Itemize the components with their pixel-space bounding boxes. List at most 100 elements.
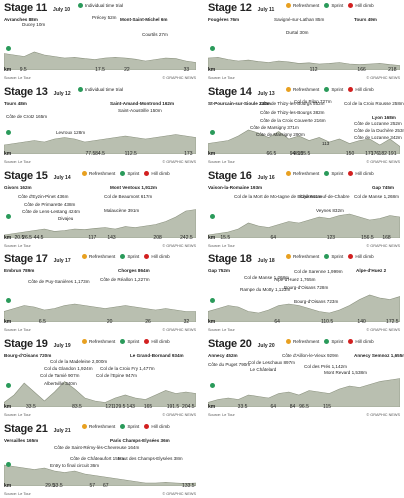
waypoint-label: Alpe-d'Huez 2 [356, 268, 387, 273]
km-tick-label: 33.5 [26, 404, 36, 410]
legend-label: Refreshment [89, 424, 116, 429]
km-axis: km 33.5 83.5 121 129.5 143 165 191.5 204.5 [4, 404, 196, 411]
refresh-icon [82, 339, 87, 344]
waypoint-label: Annecy Semnoz 1,655m [354, 353, 404, 358]
km-tick-label: 64 [270, 235, 277, 241]
km-tick-label: 33 [183, 67, 190, 73]
km-unit-label: km [4, 235, 12, 241]
km-tick-label: 168 [382, 235, 391, 241]
waypoint-label: Côte de Puy-Sanières 1,173m [28, 279, 90, 284]
refresh-icon [286, 254, 291, 259]
source-text: Source: Le Tour [208, 328, 235, 332]
stage-title: Stage 14 [208, 86, 252, 98]
waypoint-label: Côte de la Duchère 253m [354, 128, 404, 133]
km-tick-label: 133.5 [182, 483, 195, 489]
footer: Source: Le Tour © GRAPHIC NEWS [4, 413, 196, 419]
waypoint-label: Saint-Amand-Montrond 162m [110, 101, 175, 106]
km-unit-label: km [208, 319, 216, 325]
legend-item: Hill climb [348, 339, 374, 344]
waypoint-label: Mont Ventoux 1,912m [110, 185, 157, 190]
legend-label: Sprint [127, 339, 140, 344]
km-unit-label: km [208, 67, 216, 73]
legend-label: Refreshment [293, 171, 320, 176]
sprint-icon [324, 87, 330, 92]
km-unit-label: km [4, 151, 12, 157]
legend-item: Hill climb [144, 171, 170, 176]
stage-card: Stage 13 July 12 Individual time trial Tour… [0, 84, 200, 166]
waypoint-label: Alpe-d'Huez 1,765m [274, 277, 316, 282]
credit-text: © GRAPHIC NEWS [162, 160, 196, 164]
km-tick-label: 20.5 [14, 235, 25, 241]
waypoint-label: Col de Manse 1,268m [244, 275, 289, 280]
legend-label: Refreshment [293, 3, 320, 8]
waypoint-label: Côte de Thizy-les-Bourgs 552m [260, 101, 325, 106]
legend-label: Hill climb [355, 3, 374, 8]
legend-item: Sprint [120, 339, 139, 344]
waypoint-label: Côte de Primarette 438m [24, 202, 76, 207]
legend-label: Sprint [331, 87, 344, 92]
stage-date: July 11 [257, 7, 275, 13]
legend: Refreshment Sprint Hill climb [286, 339, 374, 344]
km-tick-label: 94 [289, 151, 296, 157]
credit-text: © GRAPHIC NEWS [162, 244, 196, 248]
refresh-icon [286, 171, 291, 176]
legend-item: Hill climb [348, 254, 374, 259]
stage-card: Stage 15 July 14 Refreshment Sprint Hill cli… [0, 168, 200, 250]
footer: Source: Le Tour © GRAPHIC NEWS [4, 244, 196, 250]
legend-label: Hill climb [355, 87, 374, 92]
elevation-profile [4, 134, 196, 154]
km-tick-label: 15.5 [220, 235, 231, 241]
profile-area [4, 209, 196, 238]
waypoint-label: Gap 745m [372, 185, 394, 190]
stage-card: Stage 20 July 20 Refreshment Sprint Hill cli… [204, 336, 404, 419]
elevation-profile [4, 464, 196, 486]
stage-date: July 17 [53, 258, 71, 264]
elevation-profile [4, 209, 196, 238]
waypoint-label: Col du Pilon 727m [294, 99, 332, 104]
legend-label: Refreshment [89, 171, 116, 176]
waypoint-label: Côte de Lozanne 252m [354, 121, 402, 126]
km-tick-label: 77.5 [85, 151, 96, 157]
waypoint-label: Tours 48m [4, 101, 27, 106]
stage-card: Stage 17 July 17 Refreshment Sprint Hill cli… [0, 251, 200, 334]
footer: Source: Le Tour © GRAPHIC NEWS [4, 160, 196, 166]
legend-item: Individual time trial [78, 87, 123, 92]
climb-icon [144, 254, 150, 259]
climb-icon [348, 87, 354, 92]
km-tick-label: 242.5 [180, 235, 193, 241]
stage-header: Stage 15 July 14 [4, 170, 71, 182]
legend-label: Hill climb [355, 254, 374, 259]
stage-title: Stage 16 [208, 170, 252, 182]
footer: Source: Le Tour © GRAPHIC NEWS [4, 492, 196, 498]
legend-item: Refreshment [286, 171, 319, 176]
start-marker-icon [210, 383, 215, 389]
stage-header: Stage 12 July 11 [208, 2, 274, 14]
start-marker-icon [6, 130, 11, 136]
source-text: Source: Le Tour [208, 413, 235, 417]
sprint-icon [324, 254, 330, 259]
waypoint-label: Précey 52m [92, 15, 117, 20]
waypoint-label: Col de l'Epine 947m [96, 373, 137, 378]
km-unit-label: km [4, 67, 12, 73]
km-axis: km 20.5 26.5 44.5 117 143 208 242.5 [4, 235, 196, 242]
waypoint-label: Côte de la Croix Couverte 216m [260, 118, 326, 123]
km-tick-label: 33.5 [52, 483, 63, 489]
elevation-profile [208, 57, 400, 70]
legend-item: Sprint [324, 254, 343, 259]
waypoint-label: Col de Tamié 907m [40, 373, 80, 378]
stage-card: Stage 12 July 11 Refreshment Sprint Hill cli… [204, 0, 404, 82]
footer: Source: Le Tour © GRAPHIC NEWS [208, 160, 400, 166]
refresh-icon [286, 3, 291, 8]
km-tick-label: 57 [89, 483, 96, 489]
source-text: Source: Le Tour [208, 160, 235, 164]
elevation-profile [208, 213, 400, 238]
km-tick-label: 143 [107, 235, 116, 241]
legend-item: Refreshment [82, 254, 115, 259]
waypoint-label: Divajeu [58, 216, 74, 221]
km-tick-label: 6.5 [38, 319, 46, 325]
km-unit-label: km [4, 319, 12, 325]
stage-header: Stage 11 July 10 [4, 2, 70, 14]
km-tick-label: 33.5 [237, 404, 248, 410]
waypoint-label: Côte d'Aillon-le-Vieux 929m [282, 353, 339, 358]
stage-header: Stage 14 July 13 [208, 86, 275, 98]
